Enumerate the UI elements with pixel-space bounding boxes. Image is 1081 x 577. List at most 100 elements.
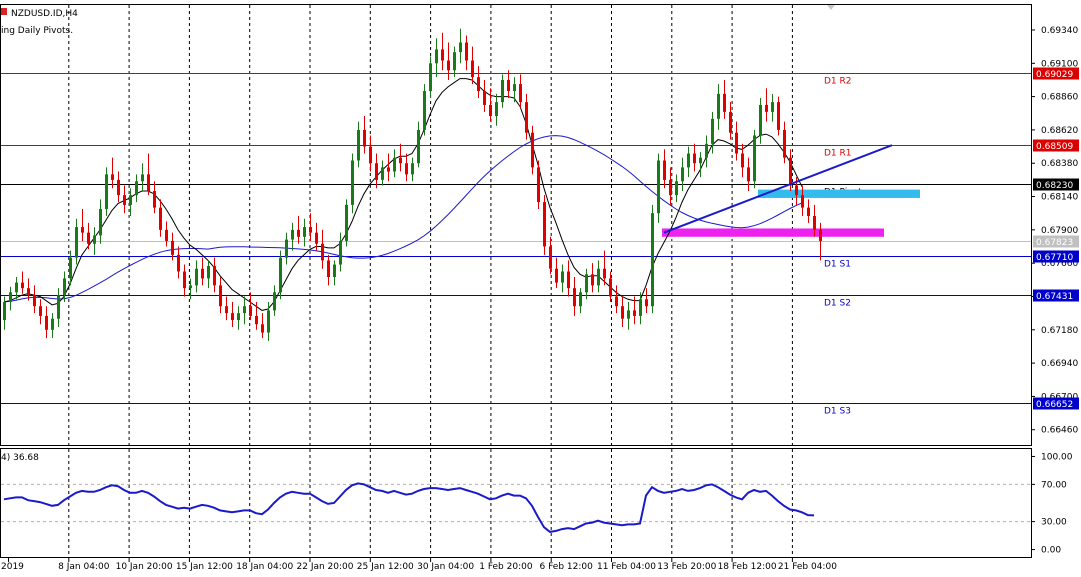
- candle-body: [267, 310, 270, 333]
- price-axis: 0.69340 0.69100 0.68860 0.68620 0.68380 0.681…: [1031, 26, 1078, 436]
- candle-body: [333, 264, 336, 278]
- support-zone[interactable]: [662, 228, 884, 237]
- candle-body: [603, 268, 606, 279]
- candle-body: [657, 160, 660, 214]
- candle-body: [321, 243, 324, 261]
- candle-body: [345, 204, 348, 241]
- candles: [3, 28, 822, 341]
- candle-body: [39, 306, 42, 316]
- candle-body: [105, 174, 108, 210]
- trendline[interactable]: [663, 144, 893, 234]
- candle-body: [489, 104, 492, 117]
- candle-body: [795, 185, 798, 196]
- candle-body: [807, 207, 810, 216]
- candle-body: [297, 229, 300, 237]
- zones: [662, 189, 920, 237]
- candle-body: [711, 118, 714, 144]
- candle-body: [435, 49, 438, 64]
- candle-body: [663, 160, 666, 180]
- candle-body: [753, 135, 756, 182]
- candle-body: [597, 268, 600, 286]
- resistance-zone[interactable]: [758, 189, 920, 198]
- candle-body: [303, 227, 306, 237]
- candle-body: [309, 227, 312, 233]
- pivot-label: D1 S1: [824, 260, 851, 270]
- candle-body: [651, 213, 654, 307]
- candle-body: [615, 296, 618, 307]
- candle-body: [441, 49, 444, 61]
- candle-body: [681, 167, 684, 182]
- candle-body: [447, 60, 450, 71]
- pivot-price-tag-text: 0.69029: [1036, 70, 1073, 80]
- y-tick-label: 0.66940: [1041, 359, 1078, 369]
- y-tick-label: 0.69340: [1041, 26, 1078, 36]
- candle-body: [243, 306, 246, 314]
- main-plot-frame: [0, 4, 1032, 446]
- candle-body: [459, 42, 462, 53]
- x-tick-label: 21 Feb 04:00: [778, 562, 837, 572]
- pivot-price-tag: [1033, 397, 1079, 410]
- candle-body: [219, 285, 222, 307]
- indicator-title: ing Daily Pivots.: [1, 26, 73, 36]
- candle-body: [741, 153, 744, 168]
- candle-body: [405, 163, 408, 175]
- candle-body: [189, 285, 192, 289]
- x-tick-label: 10 Jan 20:00: [116, 562, 173, 572]
- candle-body: [135, 181, 138, 196]
- candle-body: [759, 104, 762, 136]
- candle-body: [375, 163, 378, 180]
- pivot-price-tag-text: 0.68509: [1036, 142, 1073, 152]
- candle-body: [249, 306, 252, 316]
- candle-body: [531, 132, 534, 168]
- candle-body: [369, 146, 372, 164]
- pivot-price-tag-text: 0.68230: [1036, 181, 1073, 191]
- candle-body: [9, 292, 12, 303]
- candle-body: [783, 129, 786, 158]
- candle-body: [195, 268, 198, 286]
- x-tick-label: 6 Feb 12:00: [540, 562, 594, 572]
- x-tick-label: 30 Jan 04:00: [417, 562, 474, 572]
- rsi-tick-label: 0.00: [1041, 546, 1061, 556]
- rsi-tick-label: 100.00: [1041, 452, 1073, 462]
- candle-body: [147, 174, 150, 191]
- candle-body: [495, 102, 498, 117]
- candle-body: [81, 227, 84, 233]
- candle-body: [813, 215, 816, 230]
- symbol-title: NZDUSD.ID,H4: [11, 9, 78, 19]
- candle-body: [819, 229, 822, 241]
- pivot-price-tag: [1033, 67, 1079, 80]
- candle-body: [117, 179, 120, 196]
- candle-body: [27, 288, 30, 296]
- x-tick-label: 22 Jan 20:00: [297, 562, 354, 572]
- candle-body: [483, 91, 486, 105]
- candle-body: [477, 77, 480, 92]
- candle-body: [729, 111, 732, 133]
- candle-body: [699, 157, 702, 164]
- x-tick-label: 18 Jan 04:00: [236, 562, 293, 572]
- candle-body: [87, 232, 90, 244]
- candle-body: [171, 240, 174, 255]
- candle-body: [207, 265, 210, 279]
- pivot-price-tag: [1033, 178, 1079, 191]
- candle-body: [471, 60, 474, 78]
- candle-body: [291, 229, 294, 240]
- candle-body: [645, 299, 648, 307]
- rsi-line: [3, 482, 815, 533]
- candle-body: [633, 310, 636, 316]
- candle-body: [315, 232, 318, 244]
- pivot-label: D1 R1: [824, 149, 852, 159]
- y-tick-label: 0.68140: [1041, 193, 1078, 203]
- candle-body: [213, 265, 216, 286]
- candle-body: [777, 102, 780, 130]
- candle-body: [789, 157, 792, 186]
- candle-body: [549, 246, 552, 269]
- pivot-price-tag-text: 0.67710: [1036, 253, 1073, 263]
- shift-marker-icon[interactable]: [827, 5, 835, 10]
- time-axis: 2019 8 Jan 04:00 10 Jan 20:00 15 Jan 12:00 1…: [1, 558, 837, 572]
- candle-body: [717, 93, 720, 119]
- candle-body: [687, 153, 690, 168]
- trendlines: [663, 144, 893, 234]
- y-tick-label: 0.69100: [1041, 59, 1078, 69]
